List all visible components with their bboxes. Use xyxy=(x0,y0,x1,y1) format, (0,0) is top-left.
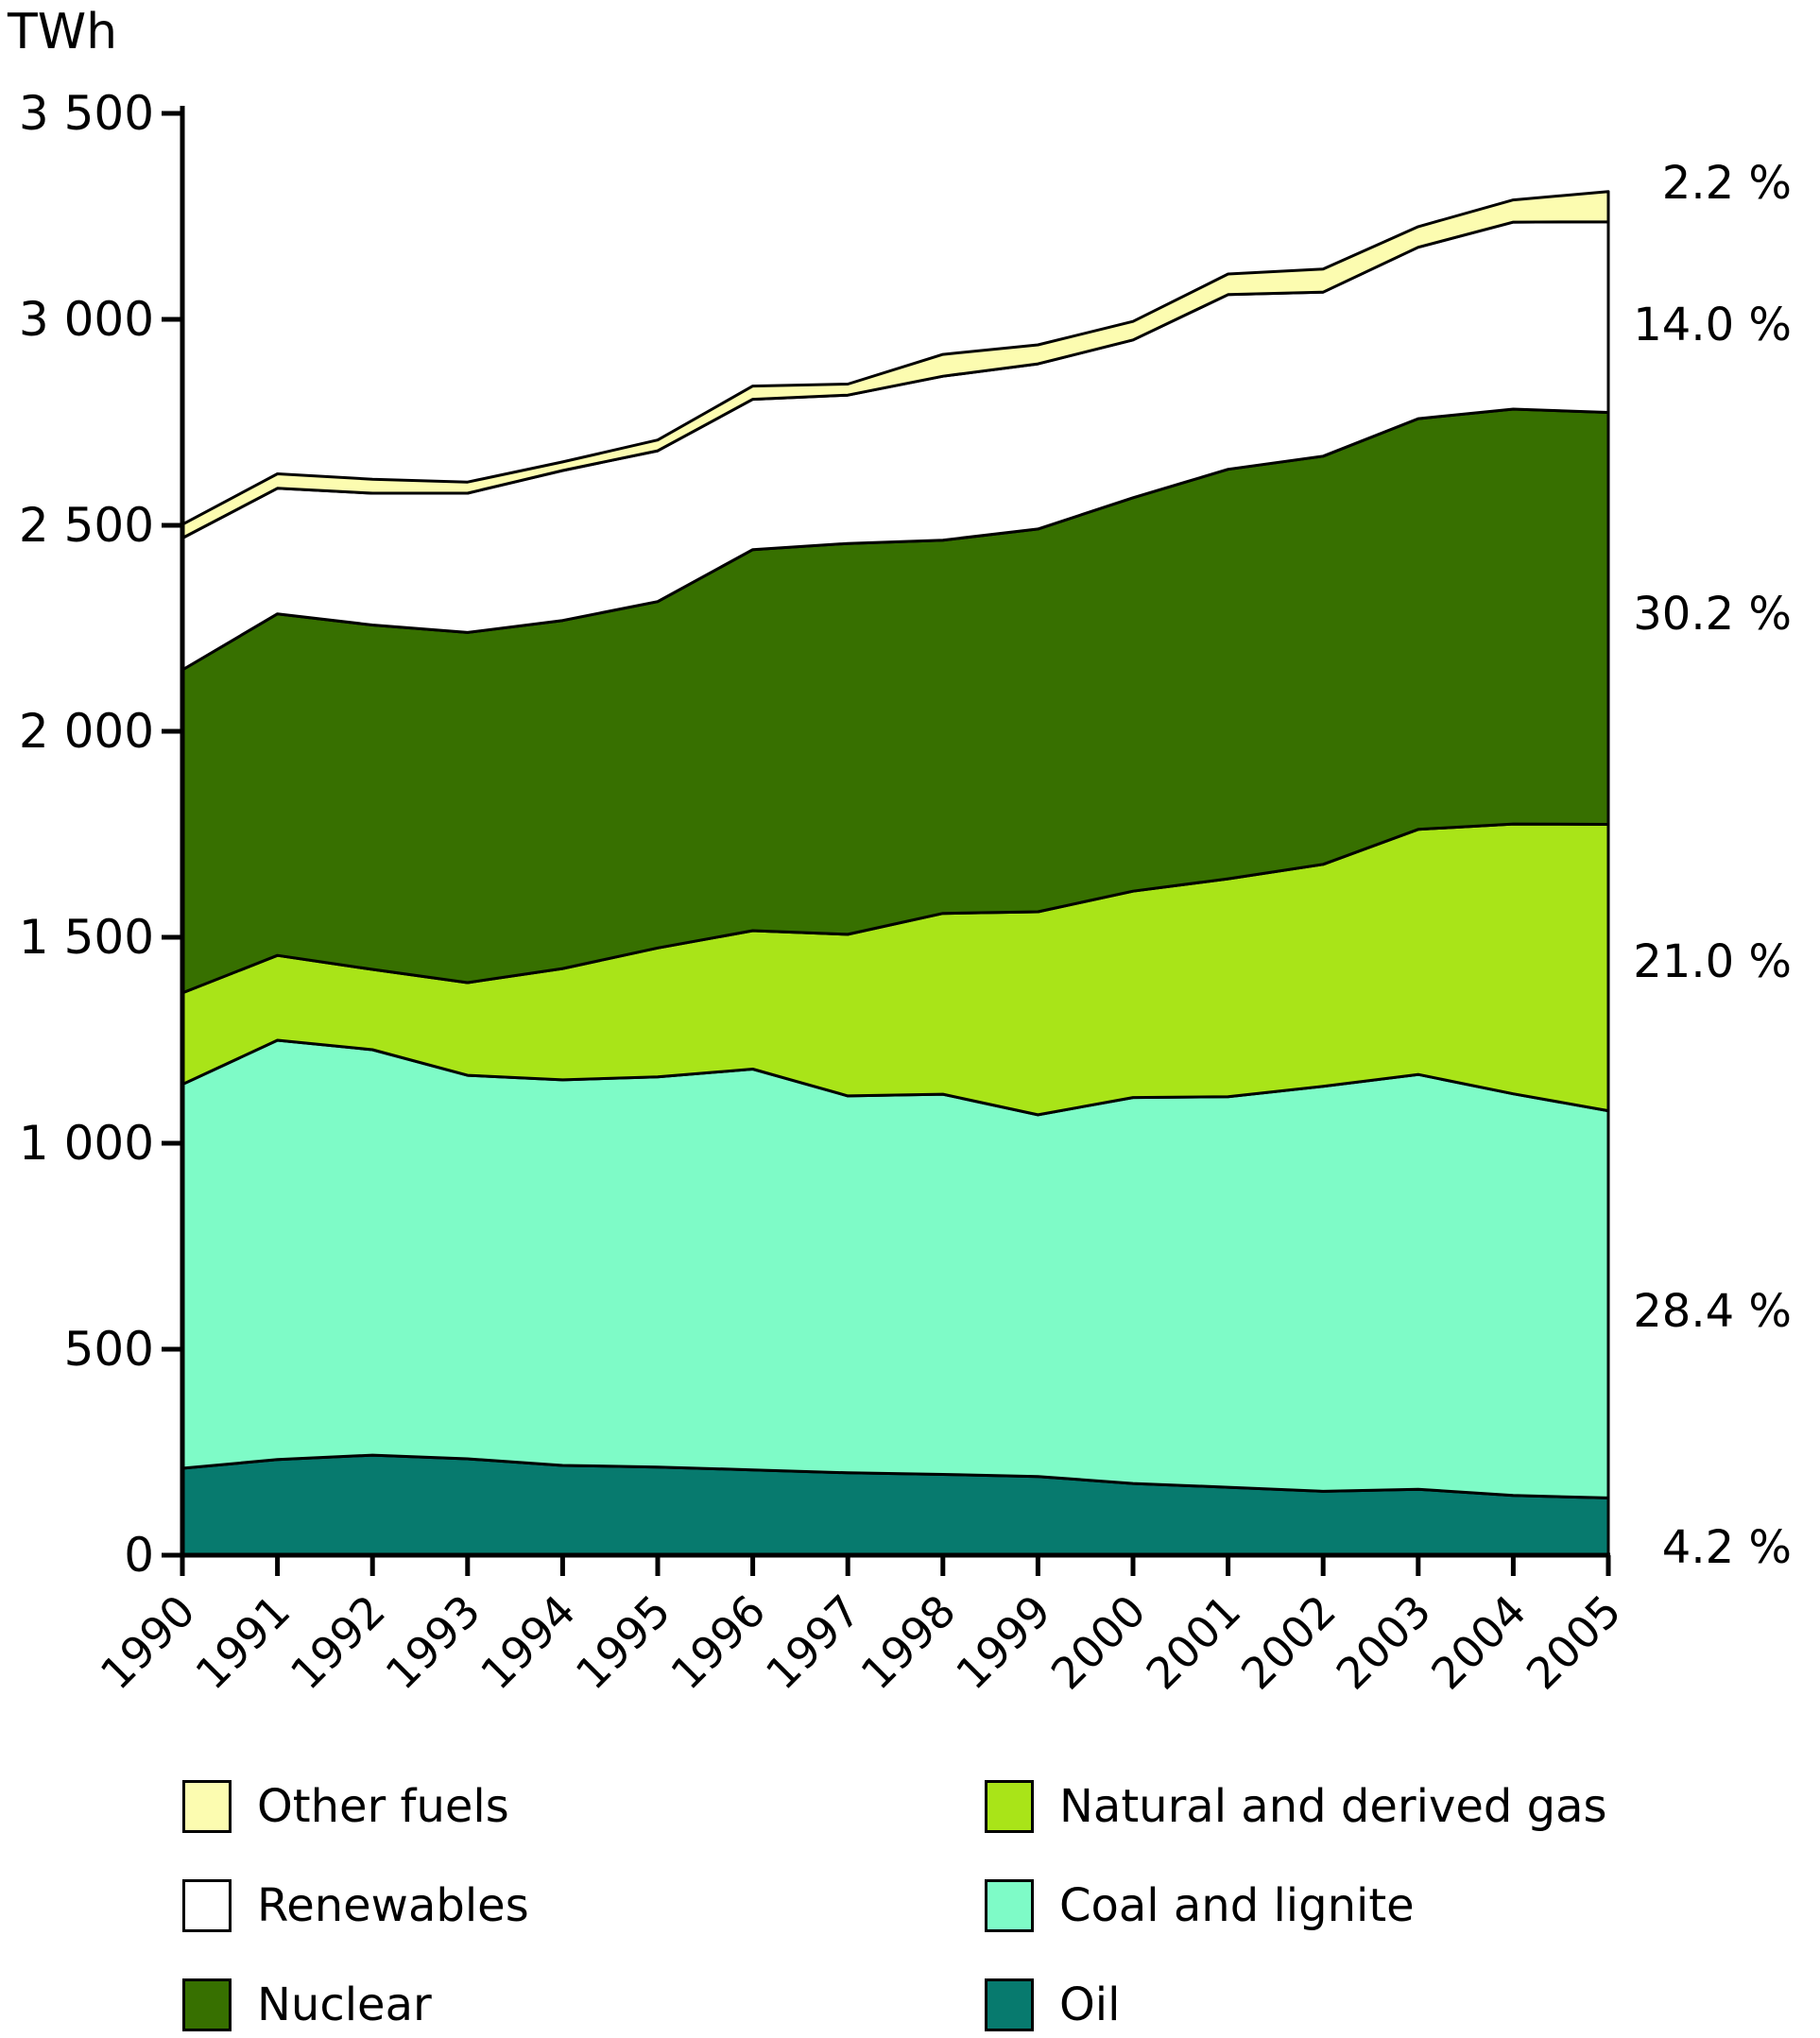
pct-label-nuclear: 30.2 % xyxy=(1633,588,1792,641)
area-coal-and-lignite xyxy=(180,1038,1610,1499)
legend-item-gas: Natural and derived gas xyxy=(985,1780,1607,1833)
legend-item-coal: Coal and lignite xyxy=(985,1879,1415,1932)
x-tick-label: 1993 xyxy=(376,1585,490,1700)
x-tick-label: 1991 xyxy=(185,1585,300,1700)
other-fuels-swatch xyxy=(182,1780,232,1833)
x-tick-label: 1992 xyxy=(281,1585,395,1700)
x-tick-label: 1997 xyxy=(756,1585,870,1700)
x-tick-label: 1994 xyxy=(471,1585,585,1700)
y-tick-label: 0 xyxy=(124,1528,154,1583)
legend-label: Oil xyxy=(1059,1978,1121,2031)
legend-label: Nuclear xyxy=(257,1978,432,2031)
x-tick-label: 2002 xyxy=(1231,1585,1346,1700)
legend-item-renewables: Renewables xyxy=(182,1879,529,1932)
renewables-swatch xyxy=(182,1879,232,1932)
pct-label-renewables: 14.0 % xyxy=(1633,299,1792,351)
x-tick-label: 1996 xyxy=(661,1585,775,1700)
y-tick-label: 2 000 xyxy=(19,704,154,759)
x-tick-label: 1990 xyxy=(91,1585,205,1700)
nuclear-swatch xyxy=(182,1978,232,2031)
legend-item-other-fuels: Other fuels xyxy=(182,1780,509,1833)
x-tick-label: 2005 xyxy=(1517,1585,1631,1700)
y-tick-label: 3 000 xyxy=(19,292,154,347)
x-tick-label: 2003 xyxy=(1327,1585,1441,1700)
y-tick-label: 500 xyxy=(64,1322,154,1377)
legend-label: Coal and lignite xyxy=(1059,1879,1415,1932)
coal-swatch xyxy=(985,1879,1034,1932)
legend-label: Other fuels xyxy=(257,1780,509,1833)
x-tick-label: 2000 xyxy=(1041,1585,1156,1700)
area-other-fuels xyxy=(180,190,1610,539)
pct-label-coal: 28.4 % xyxy=(1633,1285,1792,1338)
oil-swatch xyxy=(985,1978,1034,2031)
x-tick-label: 1999 xyxy=(946,1585,1060,1700)
y-tick-label: 1 500 xyxy=(19,910,154,965)
pct-label-oil: 4.2 % xyxy=(1661,1521,1792,1574)
pct-label-gas: 21.0 % xyxy=(1633,935,1792,988)
axis-unit-label: TWh xyxy=(8,4,118,60)
y-tick-label: 1 000 xyxy=(19,1116,154,1171)
legend-item-oil: Oil xyxy=(985,1978,1120,2031)
y-tick-label: 3 500 xyxy=(19,86,154,141)
gas-swatch xyxy=(985,1780,1034,1833)
legend-item-nuclear: Nuclear xyxy=(182,1978,432,2031)
pct-label-other-fuels: 2.2 % xyxy=(1661,157,1792,210)
x-tick-label: 1998 xyxy=(851,1585,966,1700)
x-tick-label: 1995 xyxy=(566,1585,680,1700)
legend-label: Renewables xyxy=(257,1879,529,1932)
x-tick-label: 2001 xyxy=(1136,1585,1250,1700)
legend-label: Natural and derived gas xyxy=(1059,1780,1607,1833)
y-tick-label: 2 500 xyxy=(19,498,154,553)
x-tick-label: 2004 xyxy=(1421,1585,1536,1700)
